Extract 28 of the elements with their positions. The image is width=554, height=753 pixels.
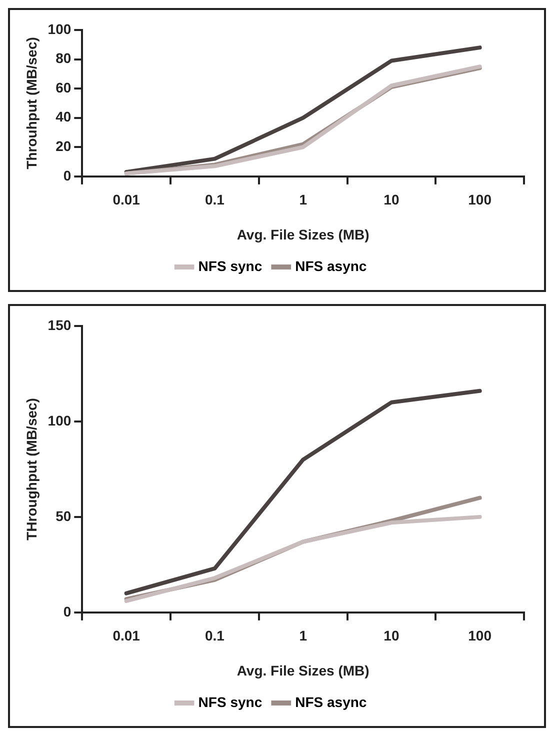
- legend-label: NFS async: [295, 258, 367, 274]
- x-tick-label: 0.01: [112, 628, 140, 644]
- x-tick-label: 0.1: [204, 628, 225, 644]
- y-tick-label: 20: [56, 138, 72, 154]
- y-tick-label: 100: [48, 20, 72, 37]
- x-tick-label: 1: [299, 192, 308, 208]
- x-tick-label: 100: [468, 628, 492, 644]
- legend-label: NFS sync: [198, 694, 262, 710]
- y-tick-label: 50: [56, 508, 72, 524]
- y-tick-label: 0: [63, 167, 72, 184]
- y-tick-label: 0: [63, 603, 72, 620]
- x-axis-title: Avg. File Sizes (MB): [236, 662, 370, 678]
- x-axis-title: Avg. File Sizes (MB): [236, 226, 370, 242]
- x-tick-label: 1: [299, 628, 308, 644]
- y-tick-label: 40: [56, 108, 72, 125]
- legend-label: NFS sync: [198, 258, 262, 274]
- x-tick-label: 10: [384, 628, 400, 644]
- x-tick-label: 0.1: [204, 192, 225, 208]
- y-axis-title: THroughput (MB/sec): [23, 398, 40, 540]
- x-tick-label: 0.01: [112, 192, 140, 208]
- x-tick-label: 100: [468, 192, 492, 208]
- legend-label: NFS async: [295, 694, 367, 710]
- y-tick-label: 80: [56, 50, 72, 66]
- y-tick-label: 60: [56, 79, 72, 96]
- y-tick-label: 100: [48, 412, 72, 428]
- y-tick-label: 150: [48, 316, 72, 333]
- y-axis-title: Throuhput (MB/sec): [23, 37, 40, 170]
- x-tick-label: 10: [384, 192, 400, 208]
